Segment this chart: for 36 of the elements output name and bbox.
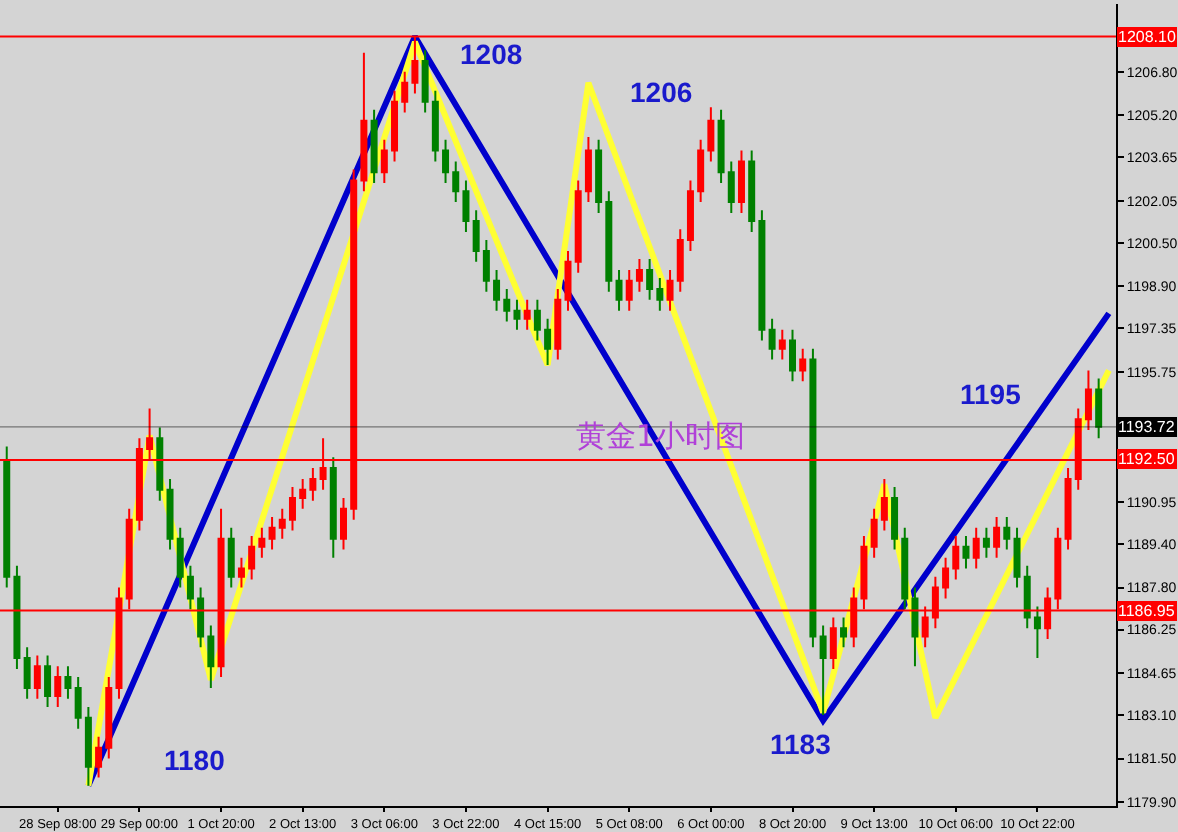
candlestick bbox=[227, 526, 235, 589]
annotation: 1208 bbox=[460, 38, 523, 70]
candlestick bbox=[962, 534, 970, 570]
candlestick bbox=[554, 287, 562, 361]
candlestick bbox=[799, 347, 807, 383]
candlestick bbox=[972, 526, 980, 570]
candlestick bbox=[819, 624, 827, 717]
candlestick bbox=[1095, 377, 1103, 440]
ref-line-label: 1193.72 bbox=[1118, 418, 1176, 436]
candlestick bbox=[840, 616, 848, 649]
candlestick bbox=[768, 317, 776, 361]
annotation: 1183 bbox=[770, 728, 832, 760]
candlestick bbox=[1003, 515, 1011, 551]
candlestick bbox=[778, 328, 786, 361]
ref-line-label: 1186.95 bbox=[1118, 602, 1176, 620]
candlestick bbox=[370, 108, 378, 185]
candlestick bbox=[44, 654, 52, 708]
candlestick bbox=[615, 268, 623, 312]
ref-line-label: 1192.50 bbox=[1118, 450, 1176, 468]
candlestick bbox=[809, 347, 817, 649]
candlestick bbox=[23, 646, 31, 700]
candlestick bbox=[789, 328, 796, 383]
candlestick bbox=[33, 654, 41, 700]
ref-line-label: 1208.10 bbox=[1118, 28, 1177, 46]
annotation: 1180 bbox=[164, 744, 226, 776]
candlestick bbox=[329, 456, 337, 559]
annotation: 1195 bbox=[960, 378, 1022, 410]
candlestick bbox=[64, 665, 72, 700]
annotation: 1206 bbox=[630, 76, 693, 108]
candlestick bbox=[156, 426, 164, 502]
candlestick bbox=[993, 515, 1001, 559]
candlestick bbox=[54, 665, 62, 708]
candlestick bbox=[982, 526, 990, 559]
candlestick bbox=[829, 616, 837, 670]
candlestick bbox=[523, 298, 531, 331]
candlestick bbox=[737, 149, 745, 214]
